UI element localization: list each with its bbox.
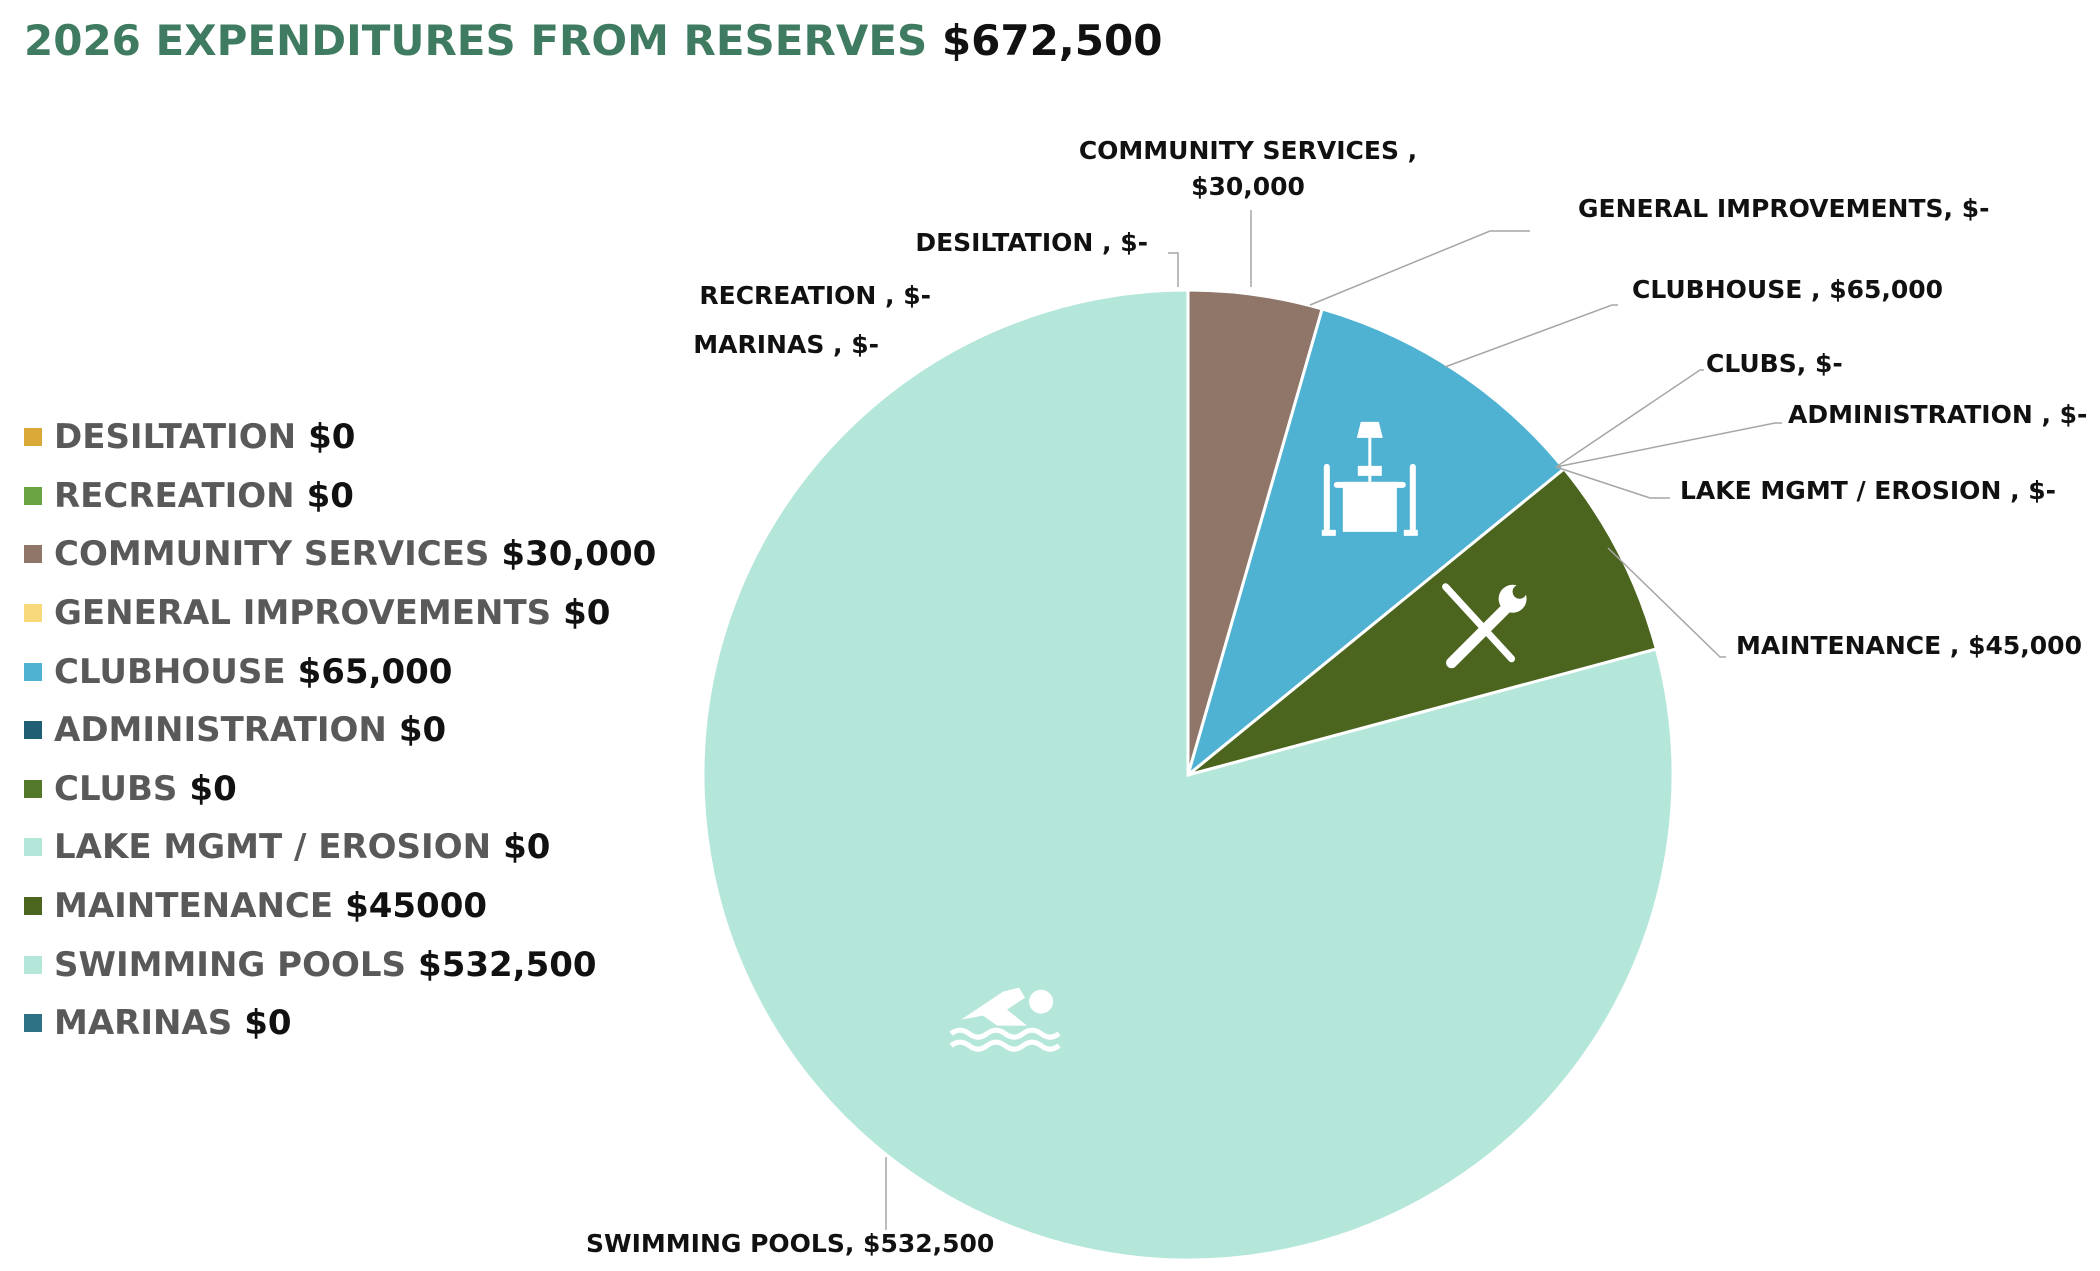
legend-swatch [24,662,42,681]
pie-slice-maintenance [1187,466,1659,777]
legend-value: $0 [306,475,354,516]
legend-value: $30,000 [501,534,657,575]
data-label-clubhouse-65-000: CLUBHOUSE , $65,000 [1632,275,1943,304]
leader-line [1555,466,1670,499]
legend-swatch [24,838,42,857]
chart-title: 2026 EXPENDITURES FROM RESERVES $672,500 [24,16,1162,66]
legend-swatch [24,1014,42,1033]
leader-line [1555,369,1704,468]
chart-title-total: $672,500 [941,16,1163,65]
legend-value: $532,500 [418,944,597,985]
legend-swatch [24,545,42,564]
legend-swatch [24,897,42,916]
slice-icons [949,421,1527,1052]
legend-item-lake-mgmt-erosion: LAKE MGMT / EROSION $0 [24,818,644,877]
legend-item-marinas: MARINAS $0 [24,994,644,1053]
legend-label: ADMINISTRATION [54,710,387,751]
legend-value: $65,000 [297,651,453,692]
data-label-line: LAKE MGMT / EROSION , $- [1680,476,2056,505]
legend-label: CLUBHOUSE [54,651,286,692]
leader-line [1555,422,1782,468]
legend-swatch [24,604,42,623]
legend-label: DESILTATION [54,417,297,458]
data-label-maintenance-45-000: MAINTENANCE , $45,000 [1736,631,2082,660]
legend-item-maintenance: MAINTENANCE $45000 [24,877,644,936]
leader-line [1444,304,1618,368]
leader-lines [885,210,1782,1230]
legend-value: $0 [308,417,356,458]
data-label-line: CLUBHOUSE , $65,000 [1632,275,1943,304]
data-label-desiltation: DESILTATION , $- [915,228,1148,257]
legend-swatch [24,428,42,447]
legend-label: CLUBS [54,768,178,809]
legend-value: $0 [189,768,237,809]
data-label-community-services: COMMUNITY SERVICES , $30,000 [1079,136,1417,201]
legend-item-clubhouse: CLUBHOUSE $65,000 [24,642,644,701]
legend-value: $0 [244,1003,292,1044]
legend-label: LAKE MGMT / EROSION [54,827,492,868]
data-label-line: $30,000 [1191,172,1305,201]
data-label-line: MARINAS , $- [693,330,879,359]
dining-table-icon [1321,421,1418,536]
legend-swatch [24,779,42,798]
data-labels: COMMUNITY SERVICES , $30,000 GENERAL IMPRO… [586,136,2087,1258]
legend-item-clubs: CLUBS $0 [24,760,644,819]
data-label-general-improvements: GENERAL IMPROVEMENTS, $- [1578,194,1990,223]
legend-value: $0 [503,827,551,868]
legend-label: MAINTENANCE [54,886,334,927]
data-label-line: COMMUNITY SERVICES , [1079,136,1417,165]
legend: DESILTATION $0 RECREATION $0 COMMUNITY SERVI… [24,408,656,1053]
legend-value: $0 [563,593,611,634]
legend-swatch [24,721,42,740]
legend-item-general-improvements: GENERAL IMPROVEMENTS $0 [24,584,644,643]
chart-title-main: 2026 EXPENDITURES FROM RESERVES [24,16,928,65]
data-label-marinas: MARINAS , $- [693,330,879,359]
data-label-lake-mgmt-erosion: LAKE MGMT / EROSION , $- [1680,476,2056,505]
data-label-line: CLUBS, $- [1706,349,1843,378]
legend-item-desiltation: DESILTATION $0 [24,408,644,467]
swimmer-icon [949,987,1061,1052]
data-label-line: MAINTENANCE , $45,000 [1736,631,2082,660]
data-label-recreation: RECREATION , $- [699,281,931,310]
legend-label: GENERAL IMPROVEMENTS [54,593,552,634]
data-label-line: ADMINISTRATION , $- [1788,400,2087,429]
leader-line [1607,547,1726,658]
legend-swatch [24,955,42,974]
data-label-line: SWIMMING POOLS, $532,500 [586,1229,994,1258]
data-label-swimming-pools-532-500: SWIMMING POOLS, $532,500 [586,1229,994,1258]
legend-item-swimming-pools: SWIMMING POOLS $532,500 [24,935,644,994]
legend-label: RECREATION [54,475,295,516]
legend-value: $0 [398,710,447,751]
legend-item-recreation: RECREATION $0 [24,467,644,526]
legend-label: MARINAS [54,1003,233,1044]
leader-line [1168,252,1179,287]
data-label-line: GENERAL IMPROVEMENTS, $- [1578,194,1990,223]
data-label-clubs: CLUBS, $- [1706,349,1843,378]
data-label-line: RECREATION , $- [699,281,931,310]
pie-slice-clubhouse [1185,307,1567,780]
leader-line [1309,230,1530,306]
legend-value: $45000 [345,886,488,927]
legend-item-administration: ADMINISTRATION $0 [24,701,644,760]
legend-swatch [24,486,42,505]
legend-label: SWIMMING POOLS [54,944,407,985]
data-label-line: DESILTATION , $- [915,228,1148,257]
legend-label: COMMUNITY SERVICES [54,534,490,575]
legend-item-community-services: COMMUNITY SERVICES $30,000 [24,525,656,584]
pie-slices [701,288,1675,1262]
pie-slice-swimming-pools [701,288,1675,1262]
data-label-administration: ADMINISTRATION , $- [1788,400,2087,429]
tools-icon [1442,583,1527,669]
